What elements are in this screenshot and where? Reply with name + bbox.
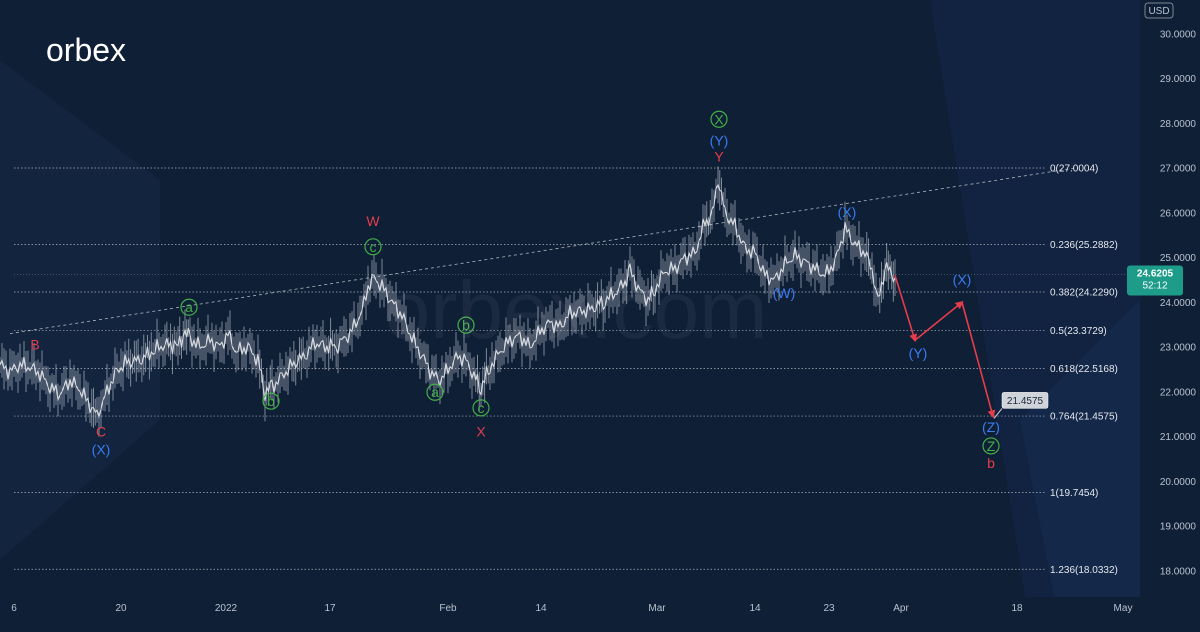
price-tick-label: 19.0000 — [1160, 522, 1197, 533]
fib-label: 1.236(18.0332) — [1050, 565, 1118, 576]
price-tick-label: 26.0000 — [1160, 208, 1197, 219]
time-tick-label: 14 — [749, 603, 761, 614]
wave-circle — [982, 437, 1000, 455]
price-tick-label: 30.0000 — [1160, 29, 1197, 40]
watermark-text: orbex.com — [385, 265, 768, 356]
current-price-badge: 24.6205 52:12 — [1127, 265, 1183, 296]
price-ticks: 30.0000 29.0000 28.0000 27.0000 26.0000 25.00… — [1160, 29, 1197, 577]
wave-label: a — [431, 384, 439, 400]
currency-badge: USD — [1144, 2, 1174, 19]
forecast-arrow — [914, 301, 964, 341]
fib-label: 0(27.0004) — [1050, 164, 1098, 175]
current-price-countdown: 52:12 — [1142, 281, 1167, 292]
wave-circle — [710, 110, 728, 128]
price-tick-label: 18.0000 — [1160, 566, 1197, 577]
fib-label: 0.618(22.5168) — [1050, 364, 1118, 375]
wave-label: a — [185, 299, 193, 315]
watermark: orbex.com — [385, 265, 768, 356]
price-axis: 30.0000 29.0000 28.0000 27.0000 26.0000 25.00… — [1127, 0, 1200, 610]
price-tick-label: 24.0000 — [1160, 298, 1197, 309]
fib-label: 0.764(21.4575) — [1050, 412, 1118, 423]
time-ticks: 6 20 2022 17 Feb 14 Mar 14 23 Apr 18 May — [11, 603, 1132, 614]
price-tick-label: 20.0000 — [1160, 477, 1197, 488]
plot-layer: 0(27.0004) 0.236(25.2882) 0.382(24.2290) 0.… — [0, 110, 1140, 576]
wave-label: (X) — [953, 271, 972, 287]
forecast-arrow — [961, 302, 996, 419]
time-axis: 6 20 2022 17 Feb 14 Mar 14 23 Apr 18 May — [0, 597, 1200, 627]
target-box-value: 21.4575 — [1007, 396, 1044, 407]
price-axis-bg — [1140, 0, 1200, 610]
orbex-logo: orbex — [46, 32, 126, 68]
fib-label: 0.5(23.3729) — [1050, 326, 1107, 337]
price-tick-label: 28.0000 — [1160, 119, 1197, 130]
wave-label: (X) — [92, 441, 111, 457]
price-tick-label: 21.0000 — [1160, 432, 1197, 443]
wave-circle — [364, 238, 382, 256]
wave-label: c — [478, 400, 485, 416]
wave-circle — [426, 383, 444, 401]
wave-circle — [180, 298, 198, 316]
wave-label: (Y) — [710, 133, 729, 149]
fib-label: 0.382(24.2290) — [1050, 288, 1118, 299]
background-decor — [1020, 300, 1140, 627]
wave-label: C — [96, 424, 106, 440]
wave-label: (Y) — [909, 345, 928, 361]
wave-label: b — [987, 455, 995, 471]
wave-label: (W) — [773, 285, 796, 301]
time-tick-label: Mar — [648, 603, 666, 614]
wave-label: W — [366, 213, 380, 229]
time-tick-label: 20 — [115, 603, 127, 614]
time-tick-label: 18 — [1011, 603, 1023, 614]
wave-label: c — [370, 239, 377, 255]
wave-circle — [472, 399, 490, 417]
wave-label: X — [476, 424, 486, 440]
wave-circle — [457, 316, 475, 334]
time-axis-bg — [0, 597, 1200, 627]
target-box-bg — [1001, 392, 1049, 409]
time-tick-label: Apr — [893, 603, 909, 614]
price-tick-label: 22.0000 — [1160, 387, 1197, 398]
price-tick-label: 29.0000 — [1160, 74, 1197, 85]
brand-logo: orbex — [46, 32, 126, 68]
forecast-arrow — [894, 275, 918, 343]
price-line — [0, 183, 896, 419]
wave-label: Z — [987, 438, 996, 454]
time-tick-label: 6 — [11, 603, 17, 614]
target-price-box: 21.4575 — [993, 392, 1049, 419]
price-tick-label: 27.0000 — [1160, 164, 1197, 175]
price-tick-label: 25.0000 — [1160, 253, 1197, 264]
time-tick-label: May — [1114, 603, 1133, 614]
price-tick-label: 23.0000 — [1160, 343, 1197, 354]
currency-label: USD — [1148, 6, 1169, 17]
current-price-box — [1127, 265, 1183, 296]
wave-label: X — [714, 111, 724, 127]
wave-label: b — [267, 393, 275, 409]
target-box-pointer — [993, 408, 1003, 419]
time-tick-label: Feb — [439, 603, 457, 614]
wave-label: B — [30, 336, 39, 352]
wave-label: (Z) — [982, 419, 1000, 435]
time-tick-label: 2022 — [215, 603, 238, 614]
wave-label: (X) — [838, 204, 857, 220]
time-tick-label: 23 — [823, 603, 835, 614]
current-price-value: 24.6205 — [1137, 269, 1174, 280]
fib-label: 0.236(25.2882) — [1050, 240, 1118, 251]
wave-circle — [262, 392, 280, 410]
fib-label: 1(19.7454) — [1050, 488, 1098, 499]
time-tick-label: 17 — [324, 603, 336, 614]
time-tick-label: 14 — [535, 603, 547, 614]
wave-label: b — [462, 317, 470, 333]
wave-label: Y — [714, 148, 724, 164]
